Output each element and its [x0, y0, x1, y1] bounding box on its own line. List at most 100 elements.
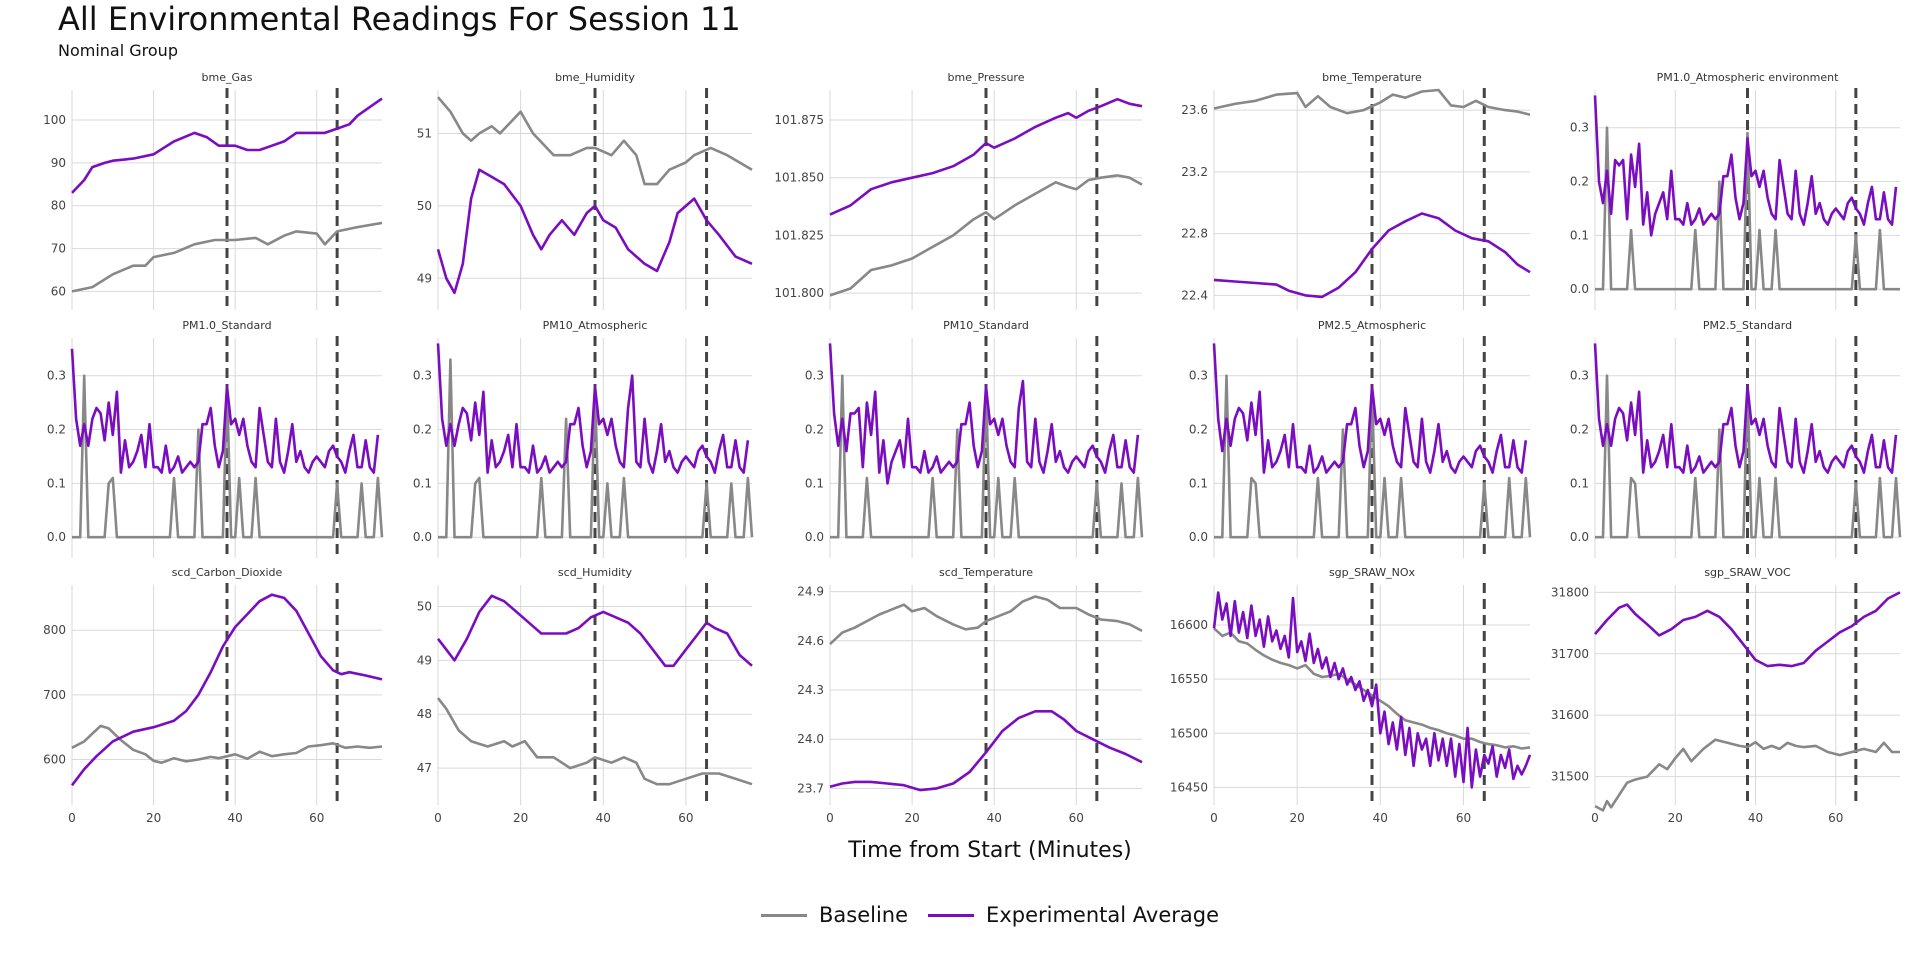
y-tick-label: 50 — [417, 199, 432, 213]
series-line-baseline — [71, 221, 383, 293]
x-tick-label: 0 — [1210, 811, 1218, 825]
y-tick-label: 31700 — [1551, 647, 1589, 661]
series-line-experimental — [1593, 343, 1898, 474]
y-tick-label: 0.0 — [1570, 530, 1589, 544]
y-tick-label: 0.3 — [1189, 369, 1208, 383]
y-tick-label: 31500 — [1551, 770, 1589, 784]
x-tick-label: 40 — [228, 811, 243, 825]
facet-panel-pm1-0-standard: PM1.0_Standard 0.0 0.1 0.2 0.3 — [47, 319, 384, 558]
facet-title: sgp_SRAW_VOC — [1704, 566, 1791, 579]
facet-title: PM2.5_Standard — [1703, 319, 1792, 332]
series-line-experimental — [829, 97, 1143, 216]
legend: Baseline Experimental Average — [0, 903, 1920, 927]
x-tick-label: 60 — [1828, 811, 1843, 825]
y-tick-label: 23.6 — [1181, 103, 1208, 117]
y-tick-label: 0.1 — [1189, 476, 1208, 490]
x-tick-label: 60 — [1069, 811, 1084, 825]
facet-title: scd_Carbon_Dioxide — [172, 566, 283, 579]
facet-title: PM10_Atmospheric — [543, 319, 648, 332]
facet-panel-pm2-5-standard: PM2.5_Standard 0.0 0.1 0.2 0.3 — [1570, 319, 1902, 558]
facet-panel-scd-humidity: scd_Humidity 47 48 49 50 0 20 40 60 — [417, 566, 753, 825]
series-line-experimental — [71, 97, 383, 194]
y-tick-label: 24.3 — [797, 683, 824, 697]
facet-title: bme_Gas — [202, 71, 253, 84]
series-line-experimental — [436, 594, 753, 668]
y-tick-label: 47 — [417, 761, 432, 775]
facet-panel-pm1-0-atmospheric-environment: PM1.0_Atmospheric environment 0.0 0.1 0.2 0.… — [1570, 71, 1900, 310]
legend-label-experimental: Experimental Average — [986, 903, 1219, 927]
y-tick-label: 101.800 — [774, 286, 824, 300]
facet-panel-scd-carbon-dioxide: scd_Carbon_Dioxide 600 700 800 0 20 40 60 — [43, 566, 383, 825]
x-tick-label: 20 — [146, 811, 161, 825]
legend-item-baseline: Baseline — [761, 903, 908, 927]
facet-panel-pm10-standard: PM10_Standard 0.0 0.1 0.2 0.3 — [805, 319, 1144, 558]
y-tick-label: 0.2 — [1189, 423, 1208, 437]
chart-title: All Environmental Readings For Session 1… — [58, 0, 741, 38]
x-tick-label: 0 — [826, 811, 834, 825]
series-line-experimental — [1594, 591, 1901, 668]
y-tick-label: 22.4 — [1181, 288, 1208, 302]
y-tick-label: 16500 — [1170, 726, 1208, 740]
series-line-baseline — [1213, 627, 1531, 750]
facet-title: PM1.0_Standard — [182, 319, 271, 332]
facet-title: PM10_Standard — [943, 319, 1029, 332]
series-line-experimental — [1593, 95, 1898, 237]
facet-plot-area: bme_Gas60708090100bme_Humidity495051bme_… — [43, 71, 1902, 825]
facet-panel-scd-temperature: scd_Temperature 23.7 24.0 24.3 24.6 24.9 0 20 40… — [797, 566, 1143, 825]
y-tick-label: 48 — [417, 707, 432, 721]
series-line-experimental — [70, 348, 380, 474]
y-tick-label: 101.875 — [774, 113, 824, 127]
y-tick-label: 24.6 — [797, 634, 824, 648]
series-line-baseline — [1213, 88, 1531, 116]
y-tick-label: 70 — [51, 242, 66, 256]
series-line-experimental — [828, 343, 1140, 485]
y-tick-label: 51 — [417, 126, 432, 140]
legend-swatch-experimental — [928, 913, 975, 917]
y-tick-label: 16450 — [1170, 780, 1208, 794]
facet-title: scd_Humidity — [558, 566, 633, 579]
y-tick-label: 0.2 — [805, 423, 824, 437]
series-line-experimental — [70, 593, 383, 787]
facet-title: PM1.0_Atmospheric environment — [1657, 71, 1840, 84]
y-tick-label: 700 — [43, 688, 66, 702]
series-line-experimental — [1213, 212, 1531, 299]
x-tick-label: 20 — [1290, 811, 1305, 825]
y-tick-label: 600 — [43, 752, 66, 766]
series-line-baseline — [830, 374, 1144, 539]
y-tick-label: 0.0 — [805, 530, 824, 544]
legend-label-baseline: Baseline — [819, 903, 909, 927]
y-tick-label: 80 — [51, 199, 66, 213]
chart-subtitle: Nominal Group — [58, 41, 178, 60]
y-tick-label: 60 — [51, 284, 66, 298]
y-tick-label: 0.1 — [805, 476, 824, 490]
facet-panel-sgp-sraw-nox: sgp_SRAW_NOx 16450 16500 16550 16600 0 20 40 60 — [1170, 566, 1532, 825]
series-line-experimental — [1212, 343, 1528, 474]
x-tick-label: 20 — [513, 811, 528, 825]
facet-title: PM2.5_Atmospheric — [1318, 319, 1426, 332]
series-line-baseline — [829, 174, 1143, 297]
y-tick-label: 0.3 — [413, 369, 432, 383]
y-tick-label: 0.2 — [413, 423, 432, 437]
series-line-experimental — [1212, 591, 1532, 789]
y-tick-label: 31800 — [1551, 585, 1589, 599]
series-line-baseline — [72, 374, 384, 539]
y-tick-label: 0.0 — [413, 530, 432, 544]
series-line-baseline — [437, 96, 753, 186]
series-line-baseline — [829, 595, 1143, 646]
y-tick-label: 0.2 — [1570, 423, 1589, 437]
y-tick-label: 0.0 — [1570, 282, 1589, 296]
facet-title: bme_Temperature — [1322, 71, 1422, 84]
y-tick-label: 16600 — [1170, 618, 1208, 632]
series-line-baseline — [1214, 374, 1532, 539]
y-tick-label: 0.3 — [805, 369, 824, 383]
y-tick-label: 0.0 — [1189, 530, 1208, 544]
x-tick-label: 20 — [1668, 811, 1683, 825]
y-tick-label: 22.8 — [1181, 227, 1208, 241]
facet-panel-bme-pressure: bme_Pressure 101.800 101.825 101.850 101.875 — [774, 71, 1143, 310]
y-tick-label: 0.3 — [1570, 121, 1589, 135]
legend-swatch-baseline — [761, 913, 807, 917]
y-tick-label: 0.1 — [47, 476, 66, 490]
legend-item-experimental: Experimental Average — [928, 903, 1219, 927]
series-line-baseline — [1595, 126, 1900, 291]
